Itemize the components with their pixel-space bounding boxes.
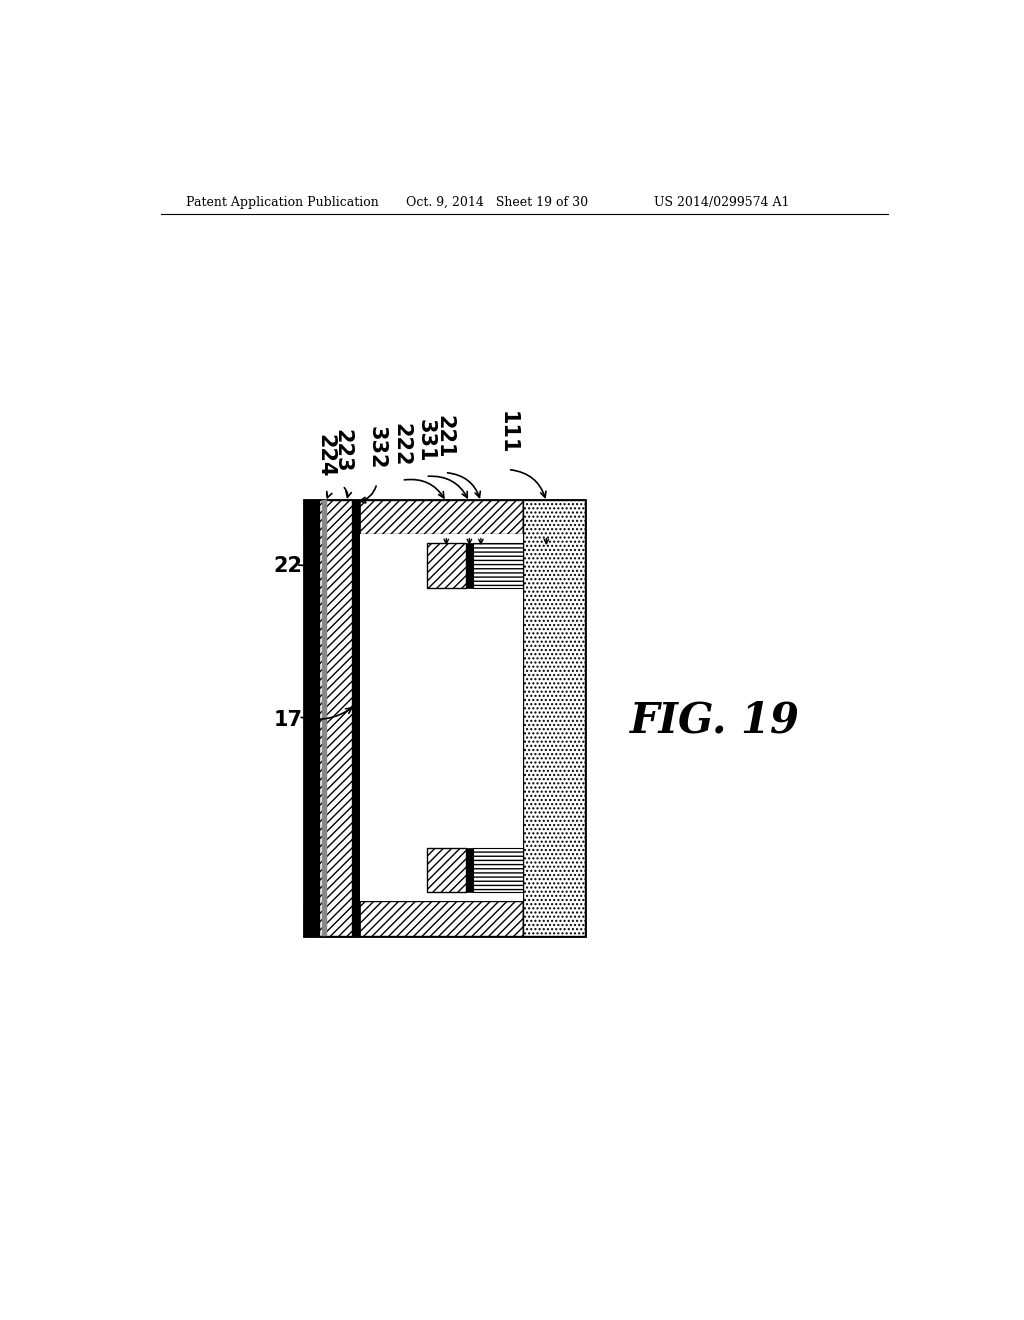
Bar bbox=[427, 892, 523, 902]
Text: 223: 223 bbox=[273, 557, 317, 577]
Text: US 2014/0299574 A1: US 2014/0299574 A1 bbox=[654, 195, 790, 209]
Bar bbox=[427, 847, 466, 892]
Bar bbox=[360, 535, 427, 902]
Bar bbox=[473, 544, 523, 589]
Bar bbox=[322, 499, 327, 936]
Text: 111: 111 bbox=[498, 412, 518, 455]
Bar bbox=[523, 902, 585, 936]
Bar bbox=[304, 499, 585, 936]
Bar bbox=[304, 902, 523, 936]
Bar bbox=[360, 535, 523, 902]
Text: 332: 332 bbox=[367, 426, 387, 470]
Text: FIG. 19: FIG. 19 bbox=[630, 700, 800, 742]
Bar bbox=[523, 499, 585, 936]
Text: 223: 223 bbox=[333, 429, 352, 473]
Bar bbox=[466, 847, 473, 892]
Bar bbox=[319, 499, 351, 936]
Text: Oct. 9, 2014   Sheet 19 of 30: Oct. 9, 2014 Sheet 19 of 30 bbox=[407, 195, 589, 209]
Text: 224: 224 bbox=[315, 434, 336, 478]
Bar bbox=[466, 544, 473, 589]
Text: 221: 221 bbox=[435, 416, 455, 459]
Bar bbox=[304, 499, 319, 936]
Bar bbox=[473, 847, 523, 892]
Text: 331: 331 bbox=[416, 418, 435, 462]
Bar bbox=[427, 589, 523, 847]
Text: 171: 171 bbox=[273, 710, 317, 730]
Bar bbox=[427, 544, 466, 589]
Text: Patent Application Publication: Patent Application Publication bbox=[186, 195, 379, 209]
Bar bbox=[351, 499, 360, 936]
Text: 222: 222 bbox=[391, 422, 412, 466]
Bar bbox=[427, 535, 523, 544]
Bar bbox=[523, 499, 585, 535]
Bar bbox=[304, 499, 523, 535]
